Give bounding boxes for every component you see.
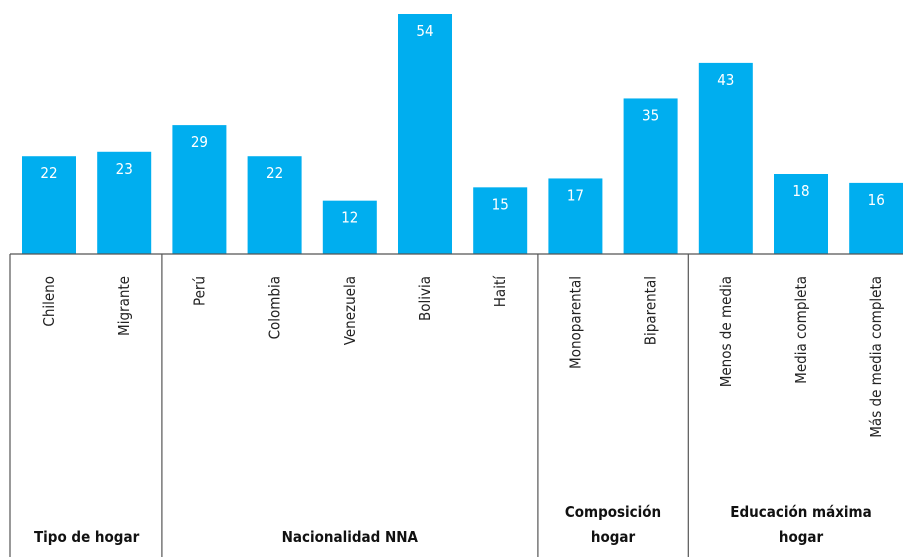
value-label-haiti: 15 [492, 195, 509, 213]
category-label-mas-de-media-completa: Más de media completa [867, 276, 885, 438]
value-label-migrante: 23 [116, 160, 133, 178]
group-label-nacionalidad-nna: Nacionalidad NNA [282, 528, 419, 546]
group-label-tipo-de-hogar: Tipo de hogar [34, 528, 140, 546]
bar-venezuela [322, 200, 377, 254]
bar-migrante [97, 151, 152, 254]
bar-chileno [22, 156, 76, 254]
bars-layer: 22 23 29 22 12 54 15 17 35 43 18 16 [22, 14, 903, 255]
value-label-mas-de-media-completa: 16 [868, 191, 885, 209]
bar-menos-de-media [698, 62, 753, 255]
bar-monoparental [548, 178, 603, 254]
category-label-bolivia: Bolivia [416, 276, 434, 321]
value-label-venezuela: 12 [341, 209, 358, 227]
value-label-media-completa: 18 [792, 182, 809, 200]
value-label-bolivia: 54 [416, 22, 433, 40]
category-label-monoparental: Monoparental [566, 276, 584, 369]
group-label-composicion-hogar: Composición hogar [565, 503, 661, 546]
bar-mas-de-media-completa [849, 182, 903, 254]
bar-biparental [623, 98, 678, 254]
category-label-migrante: Migrante [115, 276, 133, 336]
category-label-chileno: Chileno [40, 276, 58, 327]
category-label-haiti: Haití [491, 275, 509, 307]
category-label-venezuela: Venezuela [341, 276, 359, 345]
category-label-biparental: Biparental [642, 276, 660, 345]
bar-media-completa [774, 174, 828, 254]
category-label-colombia: Colombia [266, 276, 284, 339]
value-label-menos-de-media: 43 [717, 71, 734, 89]
value-label-chileno: 22 [40, 164, 57, 182]
bar-bolivia [398, 14, 452, 254]
category-labels-layer: Chileno Migrante Perú Colombia Venezuela Boli… [40, 275, 885, 438]
value-label-peru: 29 [191, 133, 208, 151]
category-label-peru: Perú [190, 276, 208, 306]
category-label-menos-de-media: Menos de media [717, 276, 735, 387]
category-label-media-completa: Media completa [792, 276, 810, 384]
group-label-educacion-maxima-hogar: Educación máxima hogar [730, 503, 871, 546]
bar-peru [172, 125, 227, 254]
value-label-biparental: 35 [642, 106, 659, 124]
axis-layer [9, 253, 903, 557]
group-labels-layer: Tipo de hogar Nacionalidad NNA Composición… [34, 503, 872, 546]
value-label-monoparental: 17 [567, 186, 584, 204]
bar-haiti [473, 187, 528, 254]
value-label-colombia: 22 [266, 164, 283, 182]
bar-colombia [247, 156, 302, 254]
